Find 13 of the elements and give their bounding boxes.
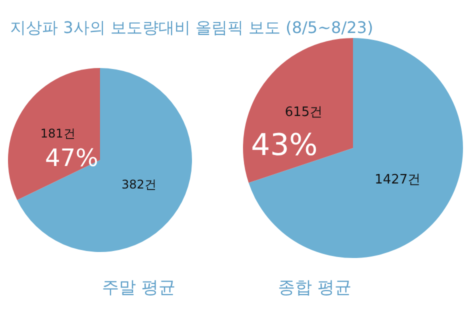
text: 47% bbox=[45, 144, 98, 172]
pie-slice bbox=[17, 68, 192, 252]
data-label: 615건 bbox=[284, 104, 323, 120]
text: 43% bbox=[251, 128, 318, 163]
text: 종합 평균 bbox=[278, 278, 352, 298]
pie-slice bbox=[248, 38, 463, 258]
data-label: 382건 bbox=[122, 177, 156, 192]
chart-title: 지상파 3사의 보도량대비 올림픽 보도 (8/5~8/23) bbox=[10, 18, 374, 37]
pie-slice bbox=[243, 38, 353, 183]
text: 주말 평균 bbox=[102, 278, 176, 298]
data-label: 1427건 bbox=[374, 172, 421, 188]
pie-slice bbox=[8, 68, 100, 200]
data-label: 181건 bbox=[40, 126, 76, 141]
